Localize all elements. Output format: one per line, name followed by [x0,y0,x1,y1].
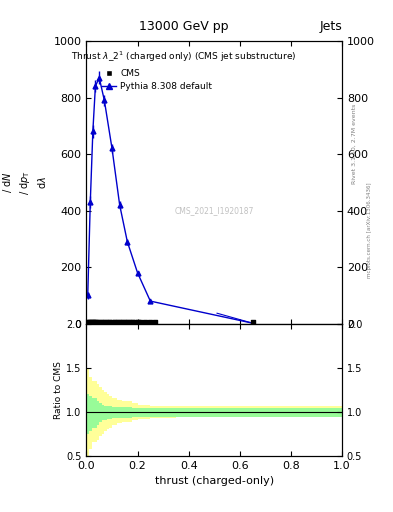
CMS [137,318,143,327]
CMS [109,318,115,327]
CMS [99,318,105,327]
Text: 13000 GeV pp: 13000 GeV pp [139,20,228,33]
CMS [134,318,141,327]
CMS [90,318,96,327]
CMS [132,318,138,327]
CMS [92,318,99,327]
Text: mcplots.cern.ch [arXiv:1306.3436]: mcplots.cern.ch [arXiv:1306.3436] [367,183,373,278]
Y-axis label: 1
/ $\mathrm{d}N$
/ $\mathrm{d}p_{\mathrm{T}}$
$\mathrm{d}\lambda$: 1 / $\mathrm{d}N$ / $\mathrm{d}p_{\mathr… [0,170,48,195]
Y-axis label: Ratio to CMS: Ratio to CMS [55,361,63,419]
CMS [119,318,125,327]
CMS [106,318,113,327]
CMS [101,318,108,327]
Text: Rivet 3.1.10, 2.7M events: Rivet 3.1.10, 2.7M events [352,103,357,183]
CMS [104,318,110,327]
CMS [122,318,128,327]
CMS [87,318,94,327]
X-axis label: thrust (charged-only): thrust (charged-only) [154,476,274,486]
CMS [112,318,118,327]
Text: CMS_2021_I1920187: CMS_2021_I1920187 [174,206,254,215]
CMS [142,318,149,327]
CMS [94,318,100,327]
CMS [96,318,102,327]
CMS [114,318,120,327]
CMS [88,318,95,327]
CMS [124,318,130,327]
CMS [84,318,91,327]
Legend: CMS, Pythia 8.308 default: CMS, Pythia 8.308 default [99,65,216,95]
CMS [250,318,256,327]
CMS [91,318,97,327]
Text: Thrust $\lambda\_2^1$ (charged only) (CMS jet substructure): Thrust $\lambda\_2^1$ (charged only) (CM… [71,50,296,64]
Text: Jets: Jets [319,20,342,33]
CMS [86,318,92,327]
CMS [127,318,133,327]
CMS [152,318,159,327]
CMS [147,318,153,327]
CMS [129,318,136,327]
CMS [116,318,123,327]
